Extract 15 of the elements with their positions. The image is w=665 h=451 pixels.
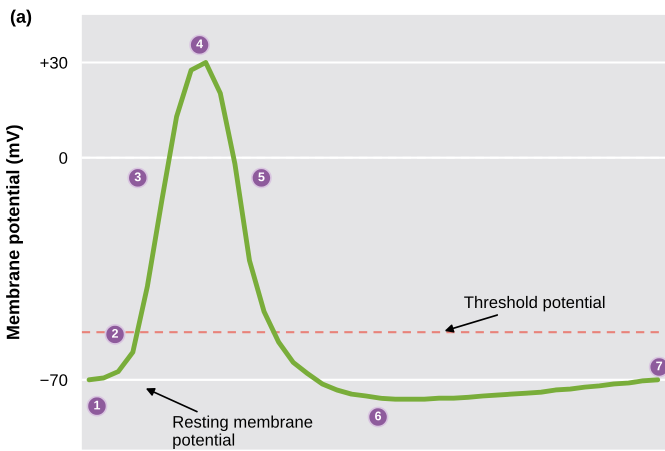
annotation: 2 — [112, 328, 118, 338]
chart-title: (a) — [10, 10, 32, 26]
annotation: Resting membrane potential — [173, 416, 312, 449]
y-axis-title: Membrane potential (mV) — [6, 125, 23, 339]
annotation: 1 — [94, 400, 100, 410]
annotation: 7 — [656, 362, 662, 370]
line-series — [86, 60, 660, 402]
annotation: 6 — [375, 412, 382, 420]
y-tick-label: 0 — [59, 152, 68, 164]
ref-line-label: Threshold potential — [464, 296, 604, 312]
annotation: 3 — [134, 172, 141, 182]
annotation: 4 — [196, 40, 204, 48]
y-tick-label: +30 — [40, 56, 68, 69]
annotation: 5 — [258, 172, 265, 182]
y-tick-label: −70 — [40, 374, 68, 386]
